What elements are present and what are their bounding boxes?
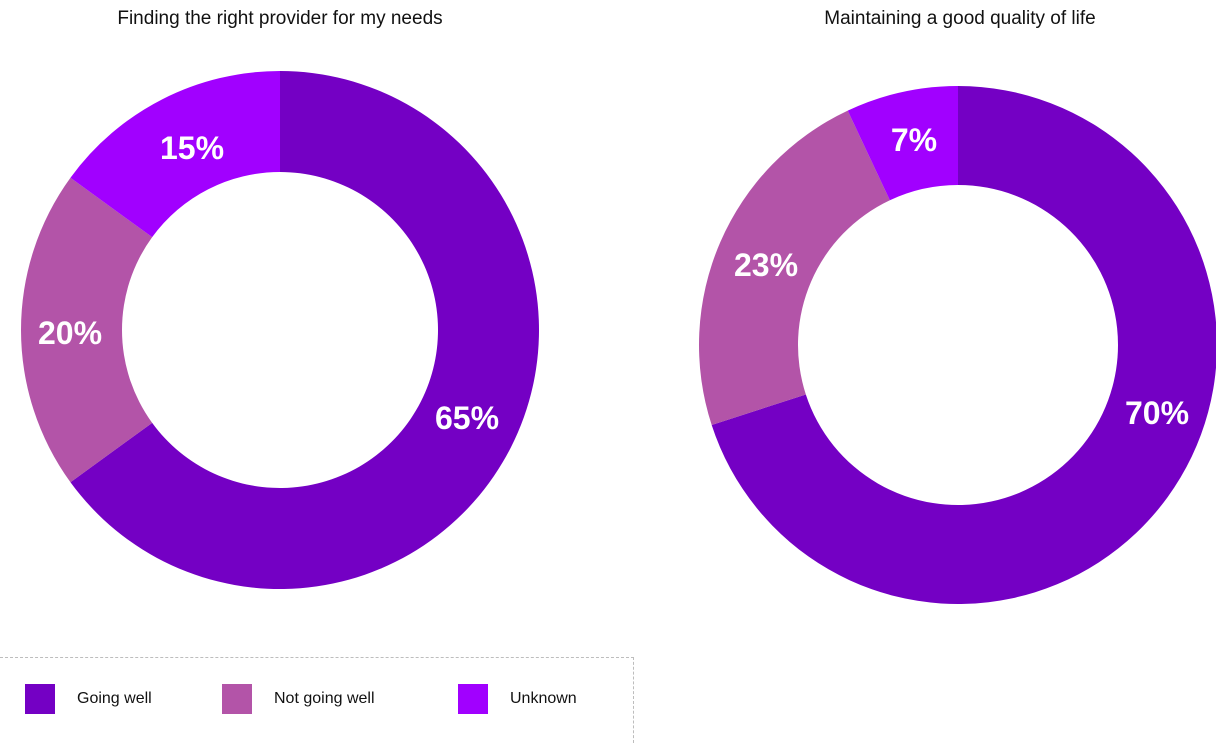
legend-item-not-going-well: Not going well: [222, 684, 375, 714]
chart1-label-unknown: 15%: [160, 130, 224, 166]
chart1-slice-unknown: [70, 71, 280, 238]
chart2-slice-not-going-well: [699, 110, 890, 426]
legend: Going well Not going well Unknown: [0, 657, 634, 743]
legend-label-going-well: Going well: [77, 690, 152, 707]
chart-title-quality-of-life: Maintaining a good quality of life: [824, 8, 1096, 29]
chart2-label-going-well: 70%: [1125, 395, 1189, 431]
chart2-label-unknown: 7%: [891, 122, 937, 158]
legend-label-not-going-well: Not going well: [274, 690, 375, 707]
legend-item-unknown: Unknown: [458, 684, 577, 714]
donut-charts: 65% 20% 15% 70% 23% 7%: [21, 71, 1216, 604]
legend-swatch-not-going-well: [222, 684, 252, 714]
chart1-slice-not-going-well: [21, 177, 153, 483]
legend-label-unknown: Unknown: [510, 690, 577, 707]
chart1-label-going-well: 65%: [435, 400, 499, 436]
chart1-label-not-going-well: 20%: [38, 315, 102, 351]
chart2-slice-unknown: [847, 86, 958, 201]
chart2-slice-going-well: [711, 86, 1216, 604]
legend-swatch-unknown: [458, 684, 488, 714]
chart1-slice-going-well: [70, 71, 539, 590]
chart-title-provider: Finding the right provider for my needs: [117, 8, 443, 29]
legend-item-going-well: Going well: [25, 684, 152, 714]
chart2-label-not-going-well: 23%: [734, 247, 798, 283]
legend-swatch-going-well: [25, 684, 55, 714]
